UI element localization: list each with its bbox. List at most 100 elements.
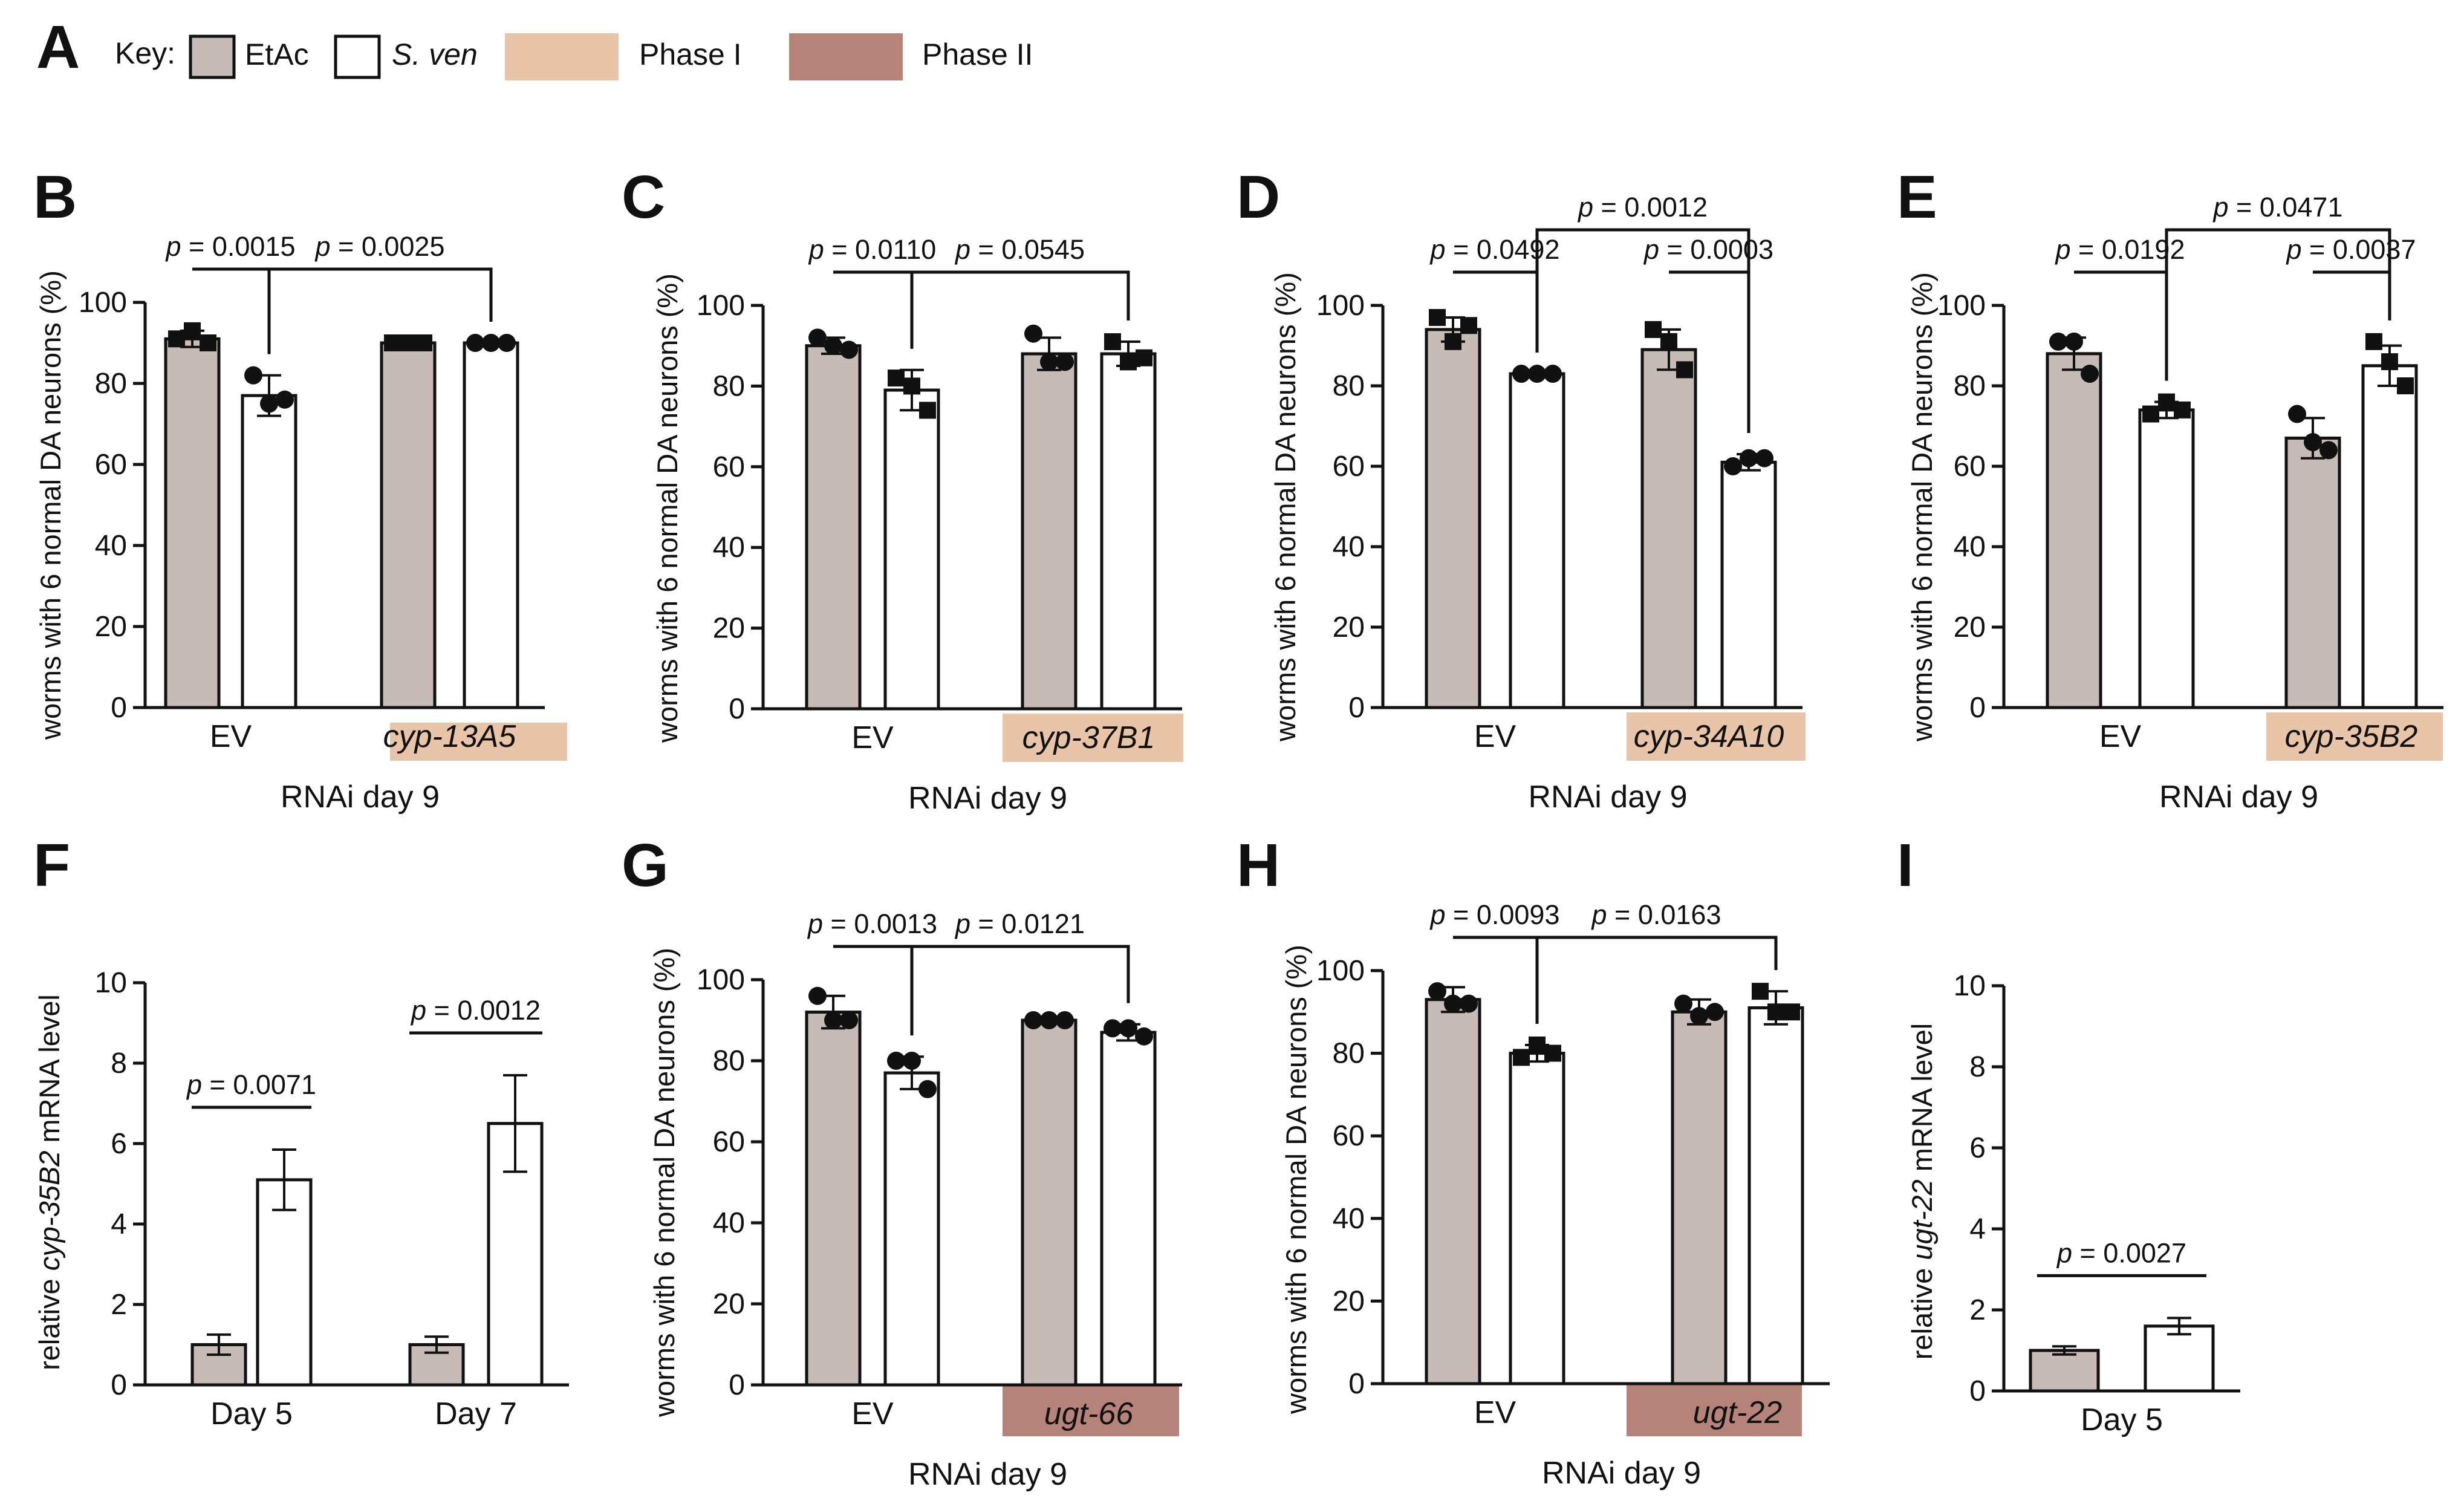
p-value-b: p = 0.0025 bbox=[314, 231, 445, 262]
data-point-h bbox=[1783, 1003, 1800, 1021]
bar-h-0-1 bbox=[1509, 1052, 1565, 1385]
p-value-c: p = 0.0545 bbox=[954, 234, 1085, 265]
p-value-d: p = 0.0492 bbox=[1429, 234, 1560, 265]
y-tick-label-d: 0 bbox=[1348, 692, 1365, 724]
comparison-bracket-e bbox=[2165, 228, 2391, 381]
data-point-g bbox=[1119, 1019, 1137, 1038]
y-axis-label-g: worms with 6 normal DA neurons (%) bbox=[648, 948, 680, 1418]
p-value-h: p = 0.0163 bbox=[1591, 899, 1721, 930]
group-label-h-1: ugt-22 bbox=[1693, 1395, 1783, 1430]
x-axis-label-e: RNAi day 9 bbox=[2159, 780, 2318, 815]
y-axis-label-part: mRNA level bbox=[1906, 1023, 1938, 1180]
panel-letter-f: F bbox=[33, 832, 70, 899]
panel-letter-i: I bbox=[1897, 832, 1914, 899]
y-axis-label-part: ugt-22 bbox=[1906, 1179, 1938, 1260]
y-tick-label-b: 60 bbox=[95, 449, 127, 481]
bar-b-1-0 bbox=[380, 341, 437, 709]
phase-band-e bbox=[2266, 712, 2443, 761]
x-axis-label-b: RNAi day 9 bbox=[281, 780, 440, 815]
y-tick-label-d: 80 bbox=[1333, 370, 1365, 402]
data-point-d bbox=[1460, 317, 1477, 334]
bar-i-0-1 bbox=[2144, 1324, 2215, 1393]
data-point-d bbox=[1740, 449, 1758, 467]
p-number: = 0.0012 bbox=[1593, 192, 1708, 223]
bar-h-1-0 bbox=[1671, 1010, 1728, 1385]
y-tick-label-c: 20 bbox=[713, 613, 745, 645]
bar-c-1-1 bbox=[1100, 352, 1157, 711]
data-point-g bbox=[1040, 1011, 1058, 1029]
group-label-h-0: EV bbox=[1474, 1395, 1516, 1430]
panel-letter-h: H bbox=[1237, 832, 1280, 899]
y-tick-label-i: 4 bbox=[1969, 1213, 1986, 1245]
y-tick-label-g: 40 bbox=[713, 1207, 745, 1239]
data-point-h bbox=[1752, 983, 1769, 1000]
bar-b-1-1 bbox=[463, 341, 519, 709]
y-tick-label-i: 2 bbox=[1969, 1294, 1986, 1326]
legend-title: Key: bbox=[115, 36, 175, 70]
group-label-b-0: EV bbox=[210, 719, 252, 754]
data-point-h bbox=[1444, 994, 1462, 1013]
data-point-b bbox=[400, 334, 417, 351]
data-point-b bbox=[168, 330, 185, 348]
data-point-b bbox=[384, 334, 401, 351]
y-tick-label-f: 2 bbox=[111, 1289, 127, 1321]
group-label-i-0: Day 5 bbox=[2081, 1402, 2163, 1438]
data-point-g bbox=[1056, 1011, 1074, 1029]
panel-letter-e: E bbox=[1897, 163, 1937, 231]
y-tick-label-g: 100 bbox=[697, 964, 745, 996]
data-point-d bbox=[1645, 321, 1662, 338]
data-point-b bbox=[466, 334, 484, 352]
p-symbol: p bbox=[2055, 234, 2071, 265]
data-point-c bbox=[840, 340, 858, 359]
y-axis-label-part: worms with 6 normal DA neurons (%) bbox=[1906, 272, 1938, 742]
y-axis-label-part: worms with 6 normal DA neurons (%) bbox=[34, 270, 67, 740]
data-point-g bbox=[918, 1079, 937, 1098]
p-number: = 0.0471 bbox=[2229, 192, 2343, 223]
phase-band-b bbox=[390, 723, 567, 761]
data-point-d bbox=[1512, 365, 1530, 383]
y-axis-label-e: worms with 6 normal DA neurons (%) bbox=[1906, 272, 1938, 742]
panel-g: G 0 20 40 60 80 100 worms with 6 normal DA neur… bbox=[622, 832, 1182, 1492]
bar-e-0-1 bbox=[2138, 408, 2195, 709]
y-tick-label-g: 60 bbox=[713, 1126, 745, 1158]
p-symbol: p bbox=[1591, 899, 1607, 930]
p-number: = 0.0012 bbox=[426, 995, 541, 1026]
p-symbol: p bbox=[186, 1069, 202, 1100]
y-tick-label-f: 0 bbox=[111, 1369, 127, 1401]
y-axis-label-part: cyp-35B2 bbox=[33, 1151, 65, 1271]
p-value-f: p = 0.0071 bbox=[186, 1069, 316, 1100]
legend-swatch-phase1 bbox=[505, 33, 619, 80]
y-axis-label-b: worms with 6 normal DA neurons (%) bbox=[34, 270, 67, 740]
y-axis-label-c: worms with 6 normal DA neurons (%) bbox=[651, 273, 683, 743]
y-tick-label-d: 100 bbox=[1316, 290, 1365, 322]
data-point-e bbox=[2081, 365, 2099, 383]
group-label-e-1: cyp-35B2 bbox=[2285, 719, 2418, 754]
data-point-e bbox=[2049, 332, 2067, 351]
y-axis-label-part: worms with 6 normal DA neurons (%) bbox=[651, 273, 683, 743]
y-axis-label-d: worms with 6 normal DA neurons (%) bbox=[1269, 272, 1301, 742]
bar-h-0-0 bbox=[1425, 998, 1481, 1385]
x-axis-label-d: RNAi day 9 bbox=[1529, 780, 1688, 815]
y-tick-label-e: 100 bbox=[1937, 290, 1986, 322]
y-axis-label-part: relative bbox=[33, 1271, 65, 1370]
p-number: = 0.0492 bbox=[1446, 234, 1560, 265]
p-value-i: p = 0.0027 bbox=[2056, 1237, 2186, 1268]
panel-letter-g: G bbox=[622, 832, 669, 899]
group-label-g-0: EV bbox=[851, 1396, 894, 1431]
group-label-c-1: cyp-37B1 bbox=[1022, 720, 1156, 755]
data-point-c bbox=[1024, 324, 1042, 343]
y-axis-label-part: worms with 6 normal DA neurons (%) bbox=[1280, 945, 1312, 1415]
p-number: = 0.0163 bbox=[1607, 899, 1721, 930]
bar-g-1-1 bbox=[1100, 1031, 1157, 1387]
data-point-e bbox=[2319, 441, 2338, 460]
x-axis-label-h: RNAi day 9 bbox=[1542, 1456, 1701, 1491]
data-point-h bbox=[1544, 1044, 1561, 1062]
data-point-e bbox=[2304, 433, 2322, 452]
p-symbol: p bbox=[314, 231, 331, 262]
data-point-b bbox=[276, 390, 294, 409]
data-point-h bbox=[1767, 1003, 1784, 1021]
data-point-e bbox=[2365, 333, 2382, 350]
p-symbol: p bbox=[1429, 899, 1446, 930]
